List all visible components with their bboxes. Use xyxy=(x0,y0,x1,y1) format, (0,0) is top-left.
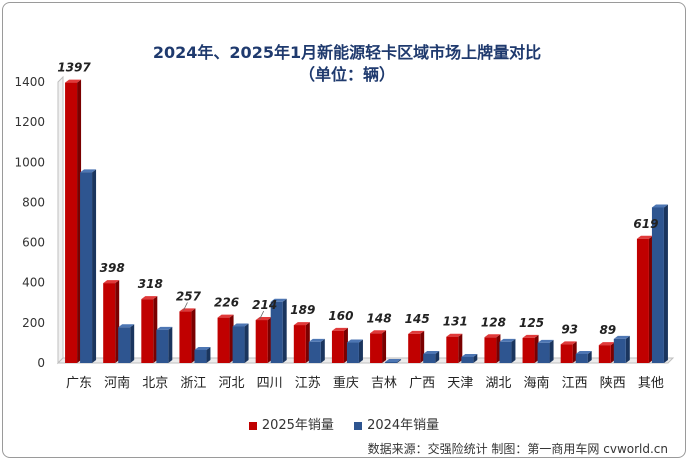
x-tick-label: 吉林 xyxy=(371,376,397,391)
legend: 2025年销量 2024年销量 xyxy=(0,414,688,433)
x-tick-label: 重庆 xyxy=(333,375,359,391)
bar-2025 xyxy=(65,79,82,363)
x-tick-label: 其他 xyxy=(638,376,664,391)
data-label: 214 xyxy=(252,298,277,312)
y-tick-label: 800 xyxy=(22,195,45,209)
data-label: 398 xyxy=(100,261,125,275)
data-label: 257 xyxy=(176,289,202,303)
bar-2024 xyxy=(423,350,440,363)
bar-2024 xyxy=(651,204,668,363)
bar-2025 xyxy=(255,317,272,363)
data-label: 619 xyxy=(633,217,658,231)
bar-2024 xyxy=(194,346,211,363)
data-label: 128 xyxy=(481,315,506,329)
bar-2025 xyxy=(446,333,463,363)
bar-2024 xyxy=(499,338,516,363)
x-tick-label: 广东 xyxy=(66,376,92,391)
data-label: 131 xyxy=(443,315,468,329)
x-tick-label: 江西 xyxy=(562,376,588,391)
bar-2025 xyxy=(141,296,158,363)
x-tick-label: 河南 xyxy=(104,375,130,391)
x-tick-label: 北京 xyxy=(142,376,168,391)
bar-2025 xyxy=(408,330,425,363)
data-label: 89 xyxy=(599,323,616,337)
bar-2024 xyxy=(270,298,287,363)
bar-2025 xyxy=(103,280,120,363)
bar-2024 xyxy=(385,358,402,363)
bar-2024 xyxy=(232,323,249,363)
y-tick-label: 1400 xyxy=(14,75,45,89)
x-tick-label: 河北 xyxy=(219,376,245,391)
x-tick-label: 江苏 xyxy=(295,375,321,391)
bar-2025 xyxy=(217,314,234,363)
label-leader-line xyxy=(259,310,265,320)
legend-label-2024: 2024年销量 xyxy=(367,418,440,433)
x-tick-label: 陕西 xyxy=(600,376,626,391)
data-label: 93 xyxy=(561,322,578,336)
bar-2024 xyxy=(537,339,554,363)
data-label: 160 xyxy=(328,309,353,323)
bar-2024 xyxy=(308,338,325,363)
data-label: 125 xyxy=(519,316,544,330)
data-label: 148 xyxy=(367,311,392,325)
x-tick-label: 广西 xyxy=(409,376,435,391)
data-label: 318 xyxy=(138,277,163,291)
bar-2025 xyxy=(560,341,577,363)
bar-2024 xyxy=(613,335,630,363)
bar-2024 xyxy=(156,326,173,363)
bar-2025 xyxy=(484,334,501,363)
data-label: 1397 xyxy=(57,61,91,75)
legend-item-2025: 2025年销量 xyxy=(248,414,334,433)
data-label: 226 xyxy=(214,296,239,310)
legend-item-2024: 2024年销量 xyxy=(354,414,439,433)
bar-2025 xyxy=(179,308,196,363)
x-tick-label: 天津 xyxy=(447,376,473,391)
legend-label-2025: 2025年销量 xyxy=(261,418,334,433)
bar-2025 xyxy=(370,330,387,363)
bar-2025 xyxy=(598,342,615,363)
bar-2025 xyxy=(636,235,653,363)
bar-2025 xyxy=(522,334,539,363)
legend-swatch-2024 xyxy=(354,421,363,430)
data-label: 145 xyxy=(405,312,430,326)
legend-swatch-2025 xyxy=(248,421,257,430)
chart-subtitle: （单位：辆） xyxy=(298,65,395,84)
source-note: 数据来源：交强险统计 制图：第一商用车网 cvworld.cn xyxy=(367,442,668,456)
chart-title: 2024年、2025年1月新能源轻卡区域市场上牌量对比 xyxy=(152,43,542,62)
bar-2024 xyxy=(461,353,478,363)
x-tick-label: 海南 xyxy=(524,375,550,391)
bar-2025 xyxy=(293,322,310,363)
y-tick-label: 200 xyxy=(22,316,45,330)
y-tick-label: 400 xyxy=(22,276,45,290)
label-leader-line xyxy=(183,302,188,311)
y-axis-wall xyxy=(57,75,64,365)
y-tick-label: 1200 xyxy=(14,115,45,129)
bar-2024 xyxy=(575,350,592,363)
data-label: 189 xyxy=(290,303,315,317)
y-tick-label: 0 xyxy=(37,356,45,370)
x-tick-label: 湖北 xyxy=(485,376,511,391)
bar-2024 xyxy=(118,324,135,363)
x-tick-label: 四川 xyxy=(257,376,283,391)
y-tick-label: 600 xyxy=(22,236,45,250)
x-tick-label: 浙江 xyxy=(180,376,206,391)
bar-2024 xyxy=(80,169,97,363)
y-tick-label: 1000 xyxy=(14,155,45,169)
bar-2025 xyxy=(331,327,348,363)
bar-2024 xyxy=(346,339,363,363)
